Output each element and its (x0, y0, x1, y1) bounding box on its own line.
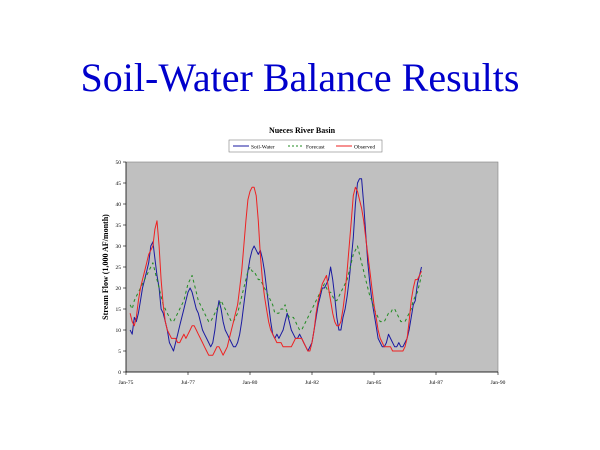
y-tick-label: 10 (116, 328, 122, 334)
legend-label-soil-water: Soil-Water (251, 145, 275, 151)
plot-area (125, 161, 499, 373)
y-tick-label: 30 (116, 244, 122, 250)
y-tick-label: 20 (116, 286, 122, 292)
legend-item-soil-water: Soil-Water (233, 145, 275, 151)
x-tick-label: Jan-85 (367, 380, 382, 386)
series-line-observed (129, 186, 422, 356)
x-tick-label: Jul-87 (429, 380, 443, 386)
series-layer (129, 178, 422, 356)
slide-title: Soil-Water Balance Results (80, 55, 520, 100)
chart-title: Nueces River Basin (269, 126, 336, 135)
series-line-soil-water (129, 178, 422, 352)
legend: Soil-Water Forecast Observed (228, 139, 383, 153)
y-tick-label: 50 (116, 160, 122, 166)
legend-label-forecast: Forecast (306, 145, 325, 151)
y-tick-label: 40 (116, 202, 122, 208)
y-axis-label: Stream Flow (1,000 AF/month) (101, 214, 110, 320)
x-tick-label: Jan-80 (243, 380, 258, 386)
x-tick-label: Jan-90 (491, 380, 506, 386)
legend-label-observed: Observed (354, 145, 375, 151)
legend-item-forecast: Forecast (288, 145, 325, 151)
y-tick-label: 35 (116, 223, 122, 229)
x-tick-label: Jul-82 (305, 380, 319, 386)
y-tick-label: 25 (116, 265, 122, 271)
x-tick-label: Jul-77 (181, 380, 195, 386)
y-tick-label: 45 (116, 181, 122, 187)
series-line-forecast (129, 245, 422, 331)
legend-box (228, 139, 383, 153)
y-tick-label: 0 (118, 370, 121, 376)
x-axis-ticks: Jan-75 Jul-77 Jan-80 Jul-82 Jan-85 Jul-87 Jan-… (119, 372, 506, 386)
y-tick-label: 15 (116, 307, 122, 313)
x-tick-label: Jan-75 (119, 380, 134, 386)
legend-item-observed: Observed (336, 145, 375, 151)
y-tick-label: 5 (118, 349, 121, 355)
y-axis-ticks: 0 5 10 15 20 25 30 35 40 45 50 (116, 160, 126, 376)
